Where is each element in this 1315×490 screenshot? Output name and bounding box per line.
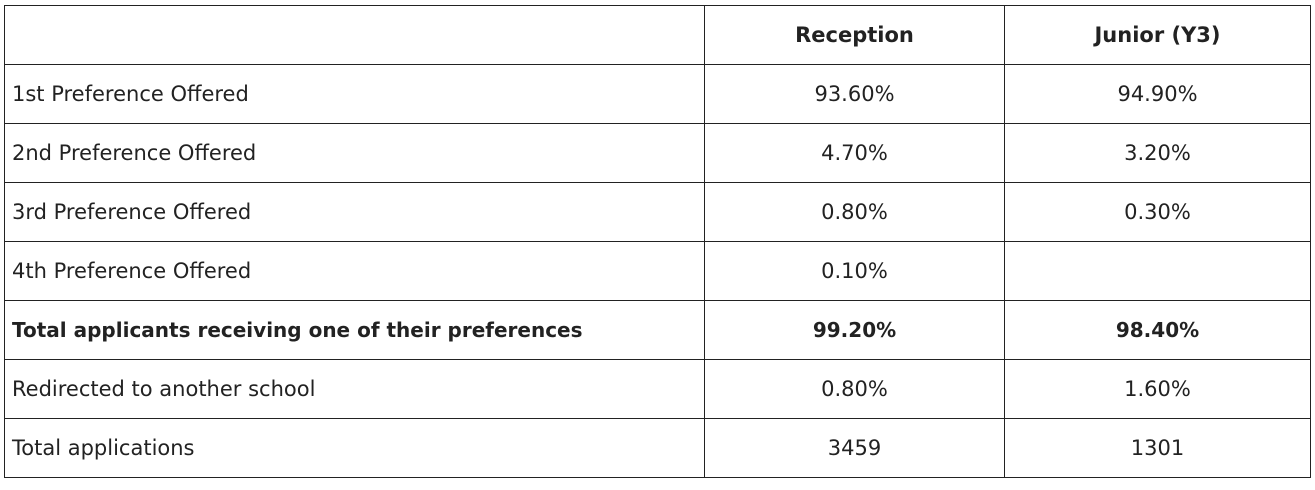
row-label: Total applications — [4, 418, 705, 478]
value-cell: 0.30% — [1004, 182, 1311, 242]
column-header: Junior (Y3) — [1004, 5, 1311, 65]
value-cell: 1.60% — [1004, 359, 1311, 419]
value-cell: 98.40% — [1004, 300, 1311, 360]
empty-cell — [1004, 241, 1311, 301]
row-label: Redirected to another school — [4, 359, 705, 419]
table-row: 4th Preference Offered 0.10% — [4, 241, 1311, 301]
table-row: Redirected to another school 0.80% 1.60% — [4, 359, 1311, 419]
value-cell: 99.20% — [704, 300, 1005, 360]
row-label: Total applicants receiving one of their … — [4, 300, 705, 360]
table-row: Total applications 3459 1301 — [4, 418, 1311, 478]
value-cell: 0.10% — [704, 241, 1005, 301]
corner-cell — [4, 5, 705, 65]
data-table: Reception Junior (Y3) 1st Preference Offe… — [4, 5, 1311, 478]
value-cell: 0.80% — [704, 359, 1005, 419]
value-cell: 4.70% — [704, 123, 1005, 183]
row-label: 3rd Preference Offered — [4, 182, 705, 242]
row-label: 1st Preference Offered — [4, 64, 705, 124]
value-cell: 94.90% — [1004, 64, 1311, 124]
row-label: 4th Preference Offered — [4, 241, 705, 301]
value-cell: 1301 — [1004, 418, 1311, 478]
value-cell: 93.60% — [704, 64, 1005, 124]
table-body: 1st Preference Offered 93.60% 94.90% 2nd Pr… — [4, 64, 1311, 478]
table-row: 3rd Preference Offered 0.80% 0.30% — [4, 182, 1311, 242]
row-label: 2nd Preference Offered — [4, 123, 705, 183]
value-cell: 3.20% — [1004, 123, 1311, 183]
column-header: Reception — [704, 5, 1005, 65]
table-row: Total applicants receiving one of their … — [4, 300, 1311, 360]
header-row: Reception Junior (Y3) — [4, 5, 1311, 65]
value-cell: 0.80% — [704, 182, 1005, 242]
table-row: 1st Preference Offered 93.60% 94.90% — [4, 64, 1311, 124]
value-cell: 3459 — [704, 418, 1005, 478]
table-row: 2nd Preference Offered 4.70% 3.20% — [4, 123, 1311, 183]
